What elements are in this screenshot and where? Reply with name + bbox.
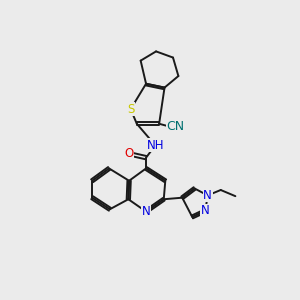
Text: CN: CN	[166, 120, 184, 134]
Text: S: S	[127, 103, 134, 116]
Text: N: N	[142, 205, 150, 218]
Text: O: O	[124, 147, 134, 160]
Text: N: N	[201, 204, 210, 217]
Text: NH: NH	[146, 139, 164, 152]
Text: N: N	[203, 189, 212, 202]
